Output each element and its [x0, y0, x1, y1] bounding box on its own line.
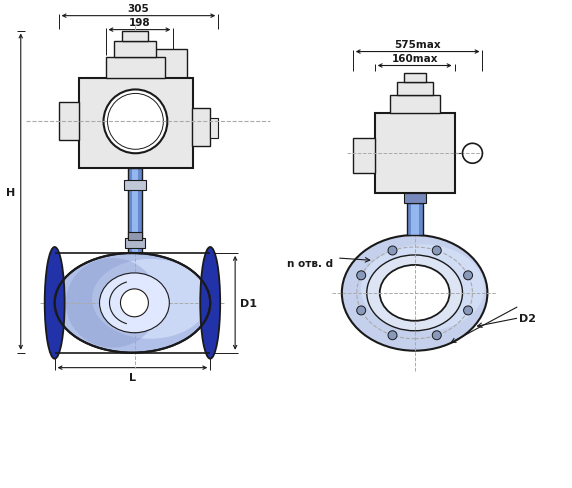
Bar [129, 169, 142, 253]
Bar [210, 119, 218, 139]
Bar [375, 114, 455, 194]
Bar [404, 194, 426, 203]
Text: H: H [6, 187, 15, 197]
Bar [129, 169, 142, 253]
Bar [145, 49, 187, 81]
Bar [125, 181, 146, 191]
Bar [404, 74, 426, 83]
Ellipse shape [367, 255, 463, 331]
Ellipse shape [45, 247, 65, 359]
Bar [59, 103, 78, 141]
Ellipse shape [55, 253, 210, 353]
Bar [407, 203, 423, 236]
Bar [105, 58, 165, 80]
Text: 575max: 575max [394, 40, 441, 49]
Ellipse shape [361, 245, 484, 331]
Bar [407, 203, 423, 236]
Circle shape [121, 289, 148, 317]
Circle shape [463, 271, 472, 280]
Ellipse shape [342, 236, 487, 351]
Circle shape [388, 331, 397, 340]
Circle shape [463, 306, 472, 315]
Ellipse shape [92, 260, 209, 339]
Text: L: L [129, 372, 136, 382]
Bar [397, 83, 432, 96]
Bar [390, 96, 439, 114]
Bar [114, 41, 156, 58]
Text: n отв. d: n отв. d [287, 259, 333, 268]
Bar [125, 239, 145, 248]
Bar [192, 109, 210, 147]
Circle shape [388, 246, 397, 255]
Circle shape [432, 246, 441, 255]
Circle shape [432, 331, 441, 340]
Bar [78, 80, 193, 169]
Ellipse shape [66, 259, 159, 348]
Ellipse shape [380, 265, 450, 321]
Text: 305: 305 [128, 3, 149, 14]
Bar [411, 203, 419, 236]
Circle shape [357, 271, 366, 280]
Bar [133, 169, 138, 253]
Circle shape [357, 306, 366, 315]
Circle shape [104, 90, 168, 154]
Bar [122, 32, 148, 41]
Text: D2: D2 [519, 313, 537, 323]
Text: D1: D1 [240, 298, 257, 308]
Ellipse shape [200, 247, 220, 359]
Text: 160max: 160max [391, 53, 438, 63]
Bar [353, 139, 375, 174]
Text: 198: 198 [129, 18, 150, 27]
Bar [129, 233, 142, 241]
Ellipse shape [100, 273, 169, 333]
